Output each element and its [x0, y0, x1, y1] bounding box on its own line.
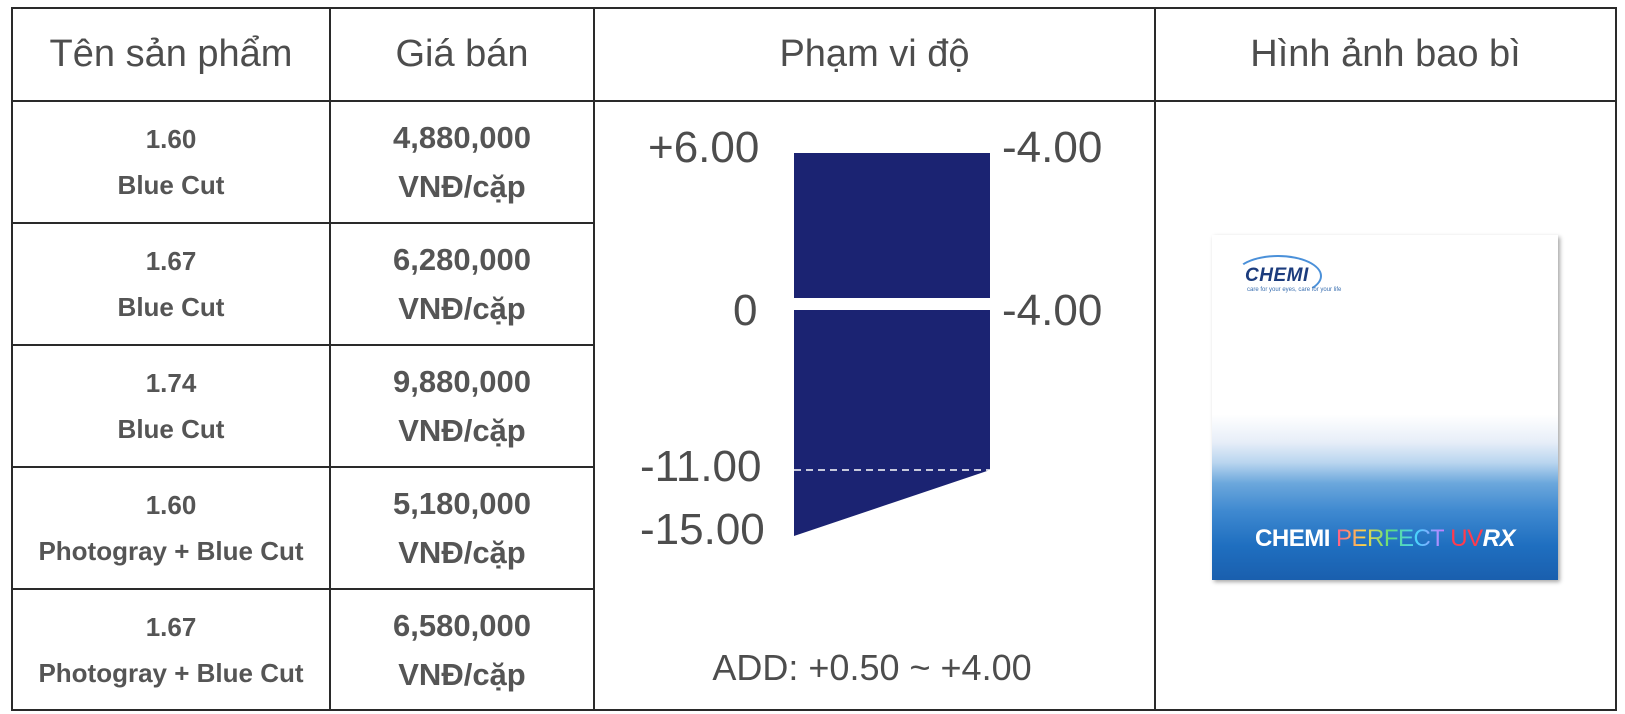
package-title: CHEMI PERFECT UVRX [1212, 525, 1558, 553]
range-block-lower [794, 310, 990, 536]
price-unit: VNĐ/cặp [398, 535, 526, 570]
add-range-label: ADD: +0.50 ~ +4.00 [712, 647, 1032, 688]
product-cell: 1.74 Blue Cut [12, 345, 330, 467]
product-cell: 1.67 Blue Cut [12, 223, 330, 345]
sph-bottom-label: -15.00 [640, 505, 765, 554]
product-index: 1.60 [145, 490, 197, 520]
price-value: 5,180,000 [393, 486, 531, 521]
price-cell: 9,880,000 VNĐ/cặp [330, 345, 594, 467]
header-range: Phạm vi độ [779, 33, 970, 75]
package-title-rx: RX [1482, 525, 1516, 552]
price-value: 4,880,000 [393, 120, 531, 155]
package-title-chemi: CHEMI [1255, 525, 1337, 552]
product-type: Photogray + Blue Cut [38, 536, 304, 566]
product-cell: 1.60 Photogray + Blue Cut [12, 467, 330, 589]
price-unit: VNĐ/cặp [398, 291, 526, 326]
sph-low-label: -11.00 [640, 442, 762, 491]
product-type: Blue Cut [117, 414, 225, 444]
cyl-mid-label: -4.00 [1002, 286, 1103, 335]
product-type: Blue Cut [117, 170, 225, 200]
package-image: CHEMI care for your eyes, care for your … [1212, 235, 1558, 580]
header-product-name: Tên sản phẩm [49, 33, 293, 75]
range-block-upper [794, 153, 990, 298]
product-cell: 1.60 Blue Cut [12, 101, 330, 223]
price-cell: 5,180,000 VNĐ/cặp [330, 467, 594, 589]
sph-mid-label: 0 [733, 286, 758, 335]
range-diagram [794, 153, 990, 536]
product-type: Photogray + Blue Cut [38, 657, 304, 688]
product-index: 1.74 [145, 368, 197, 398]
logo-arc [1234, 255, 1322, 297]
product-type: Blue Cut [117, 292, 225, 322]
price-cell: 6,280,000 VNĐ/cặp [330, 223, 594, 345]
cyl-top-label: -4.00 [1002, 123, 1103, 172]
header-price: Giá bán [395, 33, 529, 75]
price-value: 9,880,000 [393, 364, 531, 399]
price-value: 6,580,000 [393, 607, 531, 643]
price-cell: 4,880,000 VNĐ/cặp [330, 101, 594, 223]
package-title-perfect: PERFECT [1336, 525, 1445, 552]
sph-top-label: +6.00 [648, 123, 760, 172]
product-index: 1.67 [145, 611, 197, 642]
price-value: 6,280,000 [393, 242, 531, 277]
package-brand-logo: CHEMI [1245, 265, 1309, 286]
package-tagline: care for your eyes, care for your life [1247, 287, 1342, 293]
product-index: 1.60 [145, 124, 197, 154]
price-unit: VNĐ/cặp [398, 413, 526, 448]
package-title-uv: UV [1444, 525, 1483, 552]
product-index: 1.67 [145, 246, 197, 276]
price-unit: VNĐ/cặp [398, 169, 526, 204]
header-package-image: Hình ảnh bao bì [1250, 33, 1521, 75]
product-cell: 1.67 Photogray + Blue Cut [12, 589, 330, 710]
price-cell: 6,580,000 VNĐ/cặp [330, 589, 594, 710]
price-unit: VNĐ/cặp [398, 656, 526, 692]
